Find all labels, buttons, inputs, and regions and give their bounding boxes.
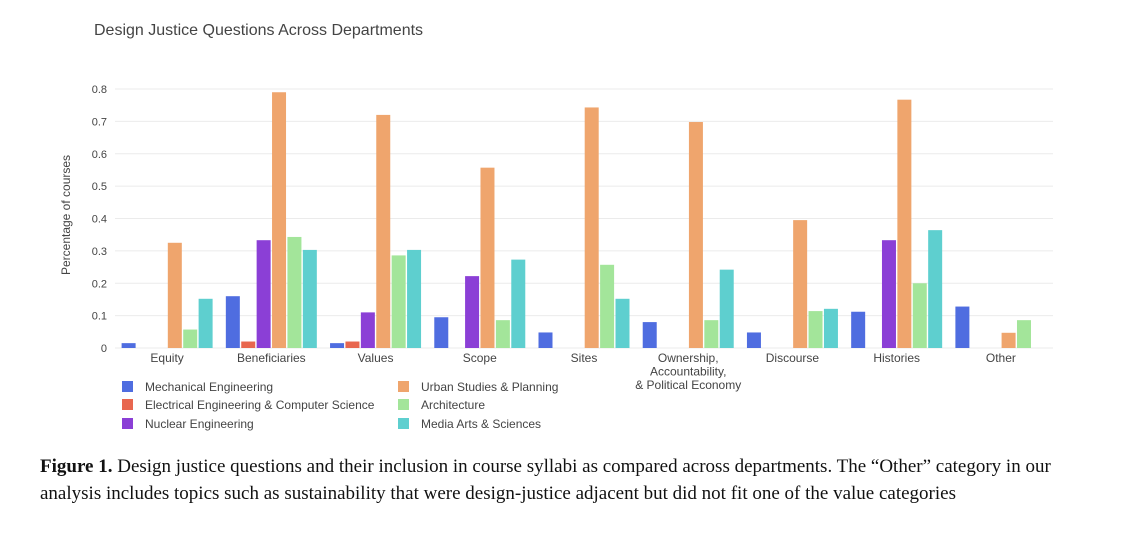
bar — [1016, 320, 1031, 348]
legend-swatch — [398, 399, 409, 410]
legend-entry: Electrical Engineering & Computer Scienc… — [145, 398, 375, 412]
bar — [391, 255, 406, 348]
bar — [600, 264, 615, 348]
bar — [241, 341, 256, 348]
bar — [167, 242, 182, 348]
bar — [407, 249, 422, 348]
x-category-label: Other — [986, 351, 1016, 365]
bar — [642, 322, 657, 348]
bar — [183, 329, 198, 348]
bar — [121, 343, 136, 348]
bar — [851, 311, 866, 348]
bar — [256, 240, 271, 348]
legend: Mechanical Engineering Electrical Enginee… — [122, 380, 558, 431]
bar — [793, 220, 808, 348]
bar — [881, 240, 896, 348]
x-category-label: Histories — [873, 351, 920, 365]
legend-swatch — [398, 418, 409, 429]
x-category-label: Beneficiaries — [237, 351, 306, 365]
bar — [480, 167, 495, 348]
legend-entry: Mechanical Engineering — [145, 380, 273, 394]
legend-swatch — [122, 418, 133, 429]
bar — [272, 92, 287, 348]
y-tick-label: 0.4 — [92, 214, 107, 226]
legend-entry: Nuclear Engineering — [145, 417, 254, 431]
bar — [688, 122, 703, 349]
bar — [912, 283, 927, 348]
bar — [287, 236, 302, 348]
legend-swatch — [122, 381, 133, 392]
y-tick-label: 0.1 — [92, 311, 107, 323]
x-category-label: Discourse — [766, 351, 820, 365]
bar — [434, 317, 449, 348]
bar — [719, 269, 734, 348]
legend-swatch — [398, 381, 409, 392]
bar — [823, 308, 838, 348]
bar — [584, 107, 599, 348]
grid-lines — [115, 88, 1053, 349]
bar — [746, 332, 761, 348]
figure-caption: Figure 1. Design justice questions and t… — [40, 453, 1090, 507]
bar — [225, 296, 240, 348]
x-axis-categories: Equity Beneficiaries Values Scope Sites Owner… — [150, 351, 1015, 392]
legend-swatch — [122, 399, 133, 410]
chart-title: Design Justice Questions Across Departme… — [94, 22, 423, 39]
bar — [615, 298, 630, 348]
bar-chart: Design Justice Questions Across Departme… — [59, 22, 1053, 431]
bar — [330, 343, 345, 348]
bar — [808, 311, 823, 348]
y-tick-label: 0.8 — [92, 84, 107, 96]
bar — [360, 312, 375, 348]
bars — [121, 92, 1031, 349]
bar — [704, 320, 719, 348]
y-tick-label: 0.2 — [92, 278, 107, 290]
bar — [345, 341, 360, 348]
y-tick-label: 0.5 — [92, 181, 107, 193]
caption-text: Design justice questions and their inclu… — [40, 456, 1051, 504]
x-category-label: Scope — [463, 351, 497, 365]
y-tick-label: 0.3 — [92, 246, 107, 258]
y-tick-label: 0.7 — [92, 116, 107, 128]
y-tick-label: 0 — [101, 343, 107, 355]
bar — [376, 114, 391, 349]
x-category-label: Values — [358, 351, 394, 365]
bar — [465, 276, 480, 348]
bar — [955, 306, 970, 348]
legend-entry: Architecture — [421, 398, 485, 412]
x-category-label: Sites — [571, 351, 598, 365]
y-axis-label: Percentage of courses — [59, 155, 73, 275]
bar — [302, 249, 317, 348]
legend-entry: Urban Studies & Planning — [421, 380, 558, 394]
bar — [198, 298, 213, 348]
y-axis-ticks: 0 0.1 0.2 0.3 0.4 0.5 0.6 0.7 0.8 — [92, 84, 107, 355]
y-tick-label: 0.6 — [92, 149, 107, 161]
legend-entry: Media Arts & Sciences — [421, 417, 541, 431]
bar — [511, 259, 526, 348]
bar — [495, 320, 510, 348]
bar — [1001, 332, 1016, 348]
bar — [538, 332, 553, 348]
bar — [897, 99, 912, 348]
x-category-label: Ownership, Accountability, & Political Eco… — [635, 351, 741, 392]
bar — [928, 230, 943, 348]
caption-label: Figure 1. — [40, 456, 113, 477]
x-category-label: Equity — [150, 351, 183, 365]
